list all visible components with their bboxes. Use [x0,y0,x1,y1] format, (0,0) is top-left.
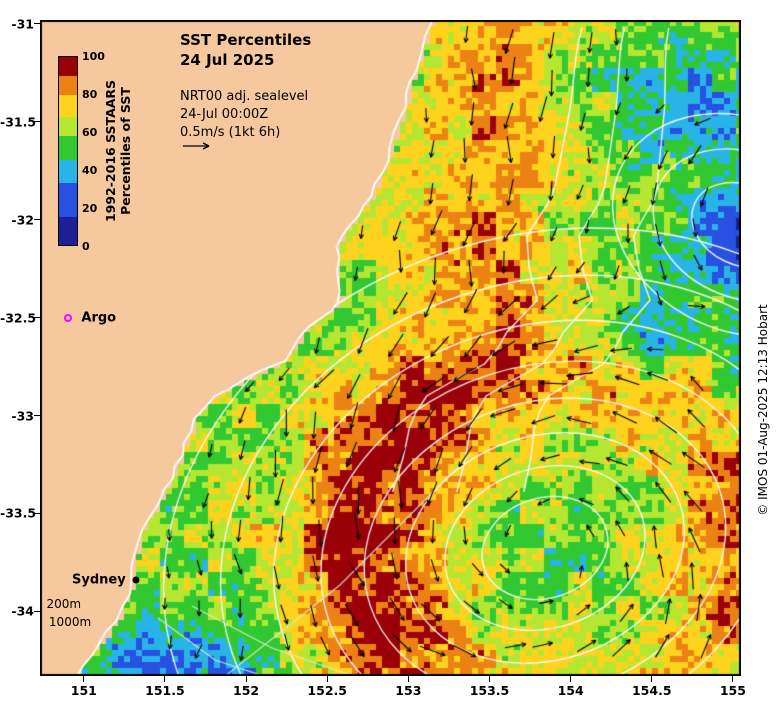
colorbar-tick-label: 0 [82,240,90,253]
colorbar-segment [59,216,77,245]
x-axis-tick [651,676,653,682]
x-tick-label: 154.5 [631,683,672,698]
sydney-marker-icon [132,576,140,584]
x-tick-label: 154 [557,683,584,698]
colorbar-segment [59,135,77,161]
y-tick-label: -34 [11,603,34,619]
x-tick-label: 153 [395,683,422,698]
legend-scale-line: 0.5m/s (1kt 6h) [180,125,281,140]
legend-model-line: NRT00 adj. sealevel [180,89,309,104]
x-tick-label: 152 [233,683,260,698]
x-axis-tick [245,676,247,682]
colorbar-title: 1992-2016 SSTAARS Percentiles of SST [103,80,133,222]
figure-title: SST Percentiles [180,31,312,49]
colorbar-segment [59,182,77,217]
legend-time-line: 24-Jul 00:00Z [180,107,269,122]
reference-arrow-icon [183,142,210,150]
y-axis-tick [34,121,40,123]
x-tick-label: 152.5 [307,683,347,698]
colorbar-tick-label: 20 [82,202,98,215]
x-axis-tick [326,676,328,682]
y-axis-tick [34,23,40,25]
colorbar-tick-label: 80 [82,88,98,101]
argo-marker-icon [64,313,73,322]
colorbar-tick-label: 60 [82,126,98,139]
x-tick-label: 151 [70,683,97,698]
x-tick-label: 151.5 [145,683,185,698]
argo-label: Argo [81,310,117,326]
colorbar-segment [59,57,77,76]
colorbar-segment [59,75,77,95]
y-tick-label: -31 [11,16,34,32]
x-tick-label: 155 [719,683,746,698]
depth-label-200m: 200m [46,596,82,611]
percentile-colorbar [58,56,78,246]
y-axis-tick [34,610,40,612]
sst-map-canvas [40,20,741,676]
colorbar-tick-label: 100 [82,50,105,63]
figure-title-date: 24 Jul 2025 [180,51,275,69]
colorbar-tick-label: 40 [82,164,98,177]
colorbar-segment [59,160,77,183]
colorbar-title-line1: 1992-2016 SSTAARS [103,79,118,223]
depth-label-1000m: 1000m [48,615,92,630]
colorbar-segment [59,117,77,136]
y-tick-label: -33 [11,408,34,424]
x-axis-tick [407,676,409,682]
y-tick-label: -32 [11,212,34,228]
colorbar-title-line2: Percentiles of SST [118,87,133,215]
y-axis-tick [34,219,40,221]
attribution-text: © IMOS 01-Aug-2025 12:13 Hobart [756,304,770,516]
y-tick-label: -32.5 [0,310,37,326]
y-axis-tick [34,415,40,417]
y-axis-tick [34,317,40,319]
x-axis-tick [732,676,734,682]
y-tick-label: -31.5 [0,114,37,130]
colorbar-segment [59,94,77,118]
x-axis-tick [164,676,166,682]
x-axis-tick [83,676,85,682]
y-axis-tick [34,512,40,514]
x-axis-tick [570,676,572,682]
x-axis-tick [488,676,490,682]
y-tick-label: -33.5 [0,505,37,521]
sydney-label: Sydney [72,572,126,588]
x-tick-label: 153.5 [469,683,510,698]
